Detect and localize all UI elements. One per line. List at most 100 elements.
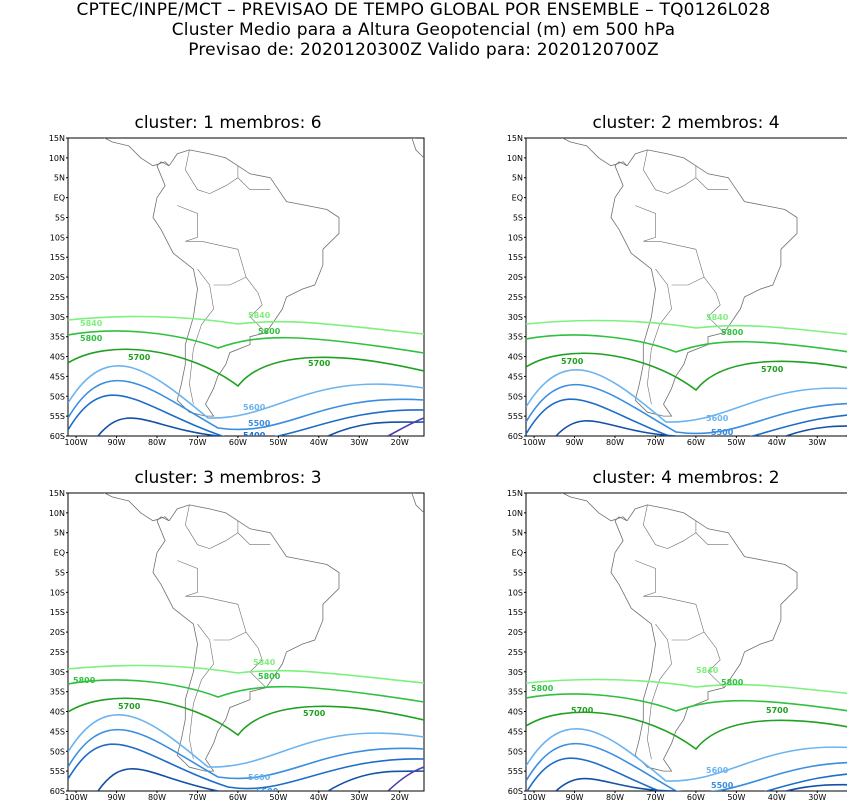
- lon-tick-label: 100W: [64, 793, 87, 802]
- country-border: [177, 560, 202, 597]
- coastline-central-america: [561, 138, 628, 167]
- country-border: [635, 205, 660, 242]
- lon-tick-label: 60W: [229, 438, 247, 447]
- lon-tick-label: 80W: [606, 793, 624, 802]
- lon-tick-label: 90W: [565, 793, 583, 802]
- lon-tick-label: 40W: [768, 438, 786, 447]
- lat-tick-label: 35S: [508, 688, 523, 697]
- contour-5200: [387, 766, 424, 791]
- contour-label: 5500: [711, 781, 734, 790]
- lon-tick-label: 30W: [350, 793, 368, 802]
- contour-5700: [68, 348, 424, 388]
- lon-tick-label: 30W: [808, 438, 826, 447]
- lat-tick-label: 10N: [49, 509, 65, 518]
- lon-tick-label: 80W: [148, 438, 166, 447]
- contour-label: 5700: [118, 702, 141, 711]
- contour-5700: [526, 352, 847, 392]
- coastline-africa: [411, 493, 424, 514]
- lon-tick-label: 60W: [687, 438, 705, 447]
- cluster-title: cluster: 3 membros: 3: [134, 468, 322, 488]
- lat-tick-label: 45S: [50, 727, 65, 736]
- contour-label: 5800: [258, 327, 281, 336]
- lat-tick-label: 5N: [512, 174, 523, 183]
- lat-tick-label: 55S: [50, 767, 65, 776]
- lon-tick-label: 90W: [107, 793, 125, 802]
- country-border: [647, 268, 672, 405]
- lon-tick-label: 70W: [188, 438, 206, 447]
- lat-tick-label: 55S: [50, 412, 65, 421]
- lat-tick-label: 5N: [54, 174, 65, 183]
- country-border: [237, 165, 271, 191]
- contour-label: 5500: [256, 787, 279, 796]
- lat-tick-label: 5S: [55, 568, 65, 577]
- lon-tick-label: 100W: [522, 793, 545, 802]
- lon-tick-label: 100W: [522, 438, 545, 447]
- coastline-south-america: [610, 149, 798, 417]
- country-border: [189, 268, 214, 405]
- country-border: [659, 596, 705, 641]
- lat-tick-label: EQ: [512, 194, 523, 203]
- coastline-central-america: [103, 493, 170, 522]
- contour-5600: [526, 728, 847, 782]
- contour-5500: [526, 383, 847, 435]
- contour-5300: [555, 777, 847, 791]
- contour-5500: [68, 728, 424, 780]
- lat-tick-label: 10N: [507, 154, 523, 163]
- lat-tick-label: 25S: [50, 293, 65, 302]
- lat-tick-label: 30S: [508, 668, 523, 677]
- country-border: [184, 504, 210, 549]
- lat-tick-label: 20S: [508, 273, 523, 282]
- lat-tick-label: 15N: [507, 489, 523, 498]
- lat-tick-label: 35S: [508, 333, 523, 342]
- contour-5700: [68, 697, 424, 737]
- contour-label: 5800: [721, 328, 744, 337]
- lat-tick-label: 35S: [50, 688, 65, 697]
- map-frame: [525, 137, 847, 437]
- contour-label: 5600: [706, 414, 729, 423]
- contour-label: 5600: [243, 403, 266, 412]
- map-frame: [525, 492, 847, 792]
- lat-tick-label: 15S: [508, 253, 523, 262]
- lon-tick-label: 40W: [310, 793, 328, 802]
- contour-label: 5800: [258, 672, 281, 681]
- coastline-africa: [411, 138, 424, 159]
- contour-5300: [555, 420, 847, 436]
- lon-tick-label: 50W: [269, 438, 287, 447]
- lon-tick-label: 100W: [64, 438, 87, 447]
- lat-tick-label: 10S: [50, 588, 65, 597]
- contour-label: 5700: [761, 365, 784, 374]
- lat-tick-label: 10S: [508, 588, 523, 597]
- lat-tick-label: 40S: [50, 353, 65, 362]
- lat-tick-label: 40S: [508, 353, 523, 362]
- country-border: [635, 560, 660, 597]
- lat-tick-label: 45S: [50, 372, 65, 381]
- lat-tick-label: 15S: [50, 608, 65, 617]
- contour-label: 5600: [248, 773, 271, 782]
- country-border: [647, 623, 672, 760]
- lon-tick-label: 30W: [808, 793, 826, 802]
- lat-tick-label: 15N: [49, 489, 65, 498]
- lat-tick-label: EQ: [54, 194, 65, 203]
- cluster-panel-2: cluster: 2 membros: 4 5840 5800 5700 5700 560…: [486, 113, 847, 447]
- lat-tick-label: 50S: [508, 747, 523, 756]
- lat-tick-label: 45S: [508, 372, 523, 381]
- lon-tick-label: 50W: [269, 793, 287, 802]
- contour-5400: [68, 743, 424, 790]
- lat-tick-label: 35S: [50, 333, 65, 342]
- contour-5700: [526, 711, 847, 751]
- coastline-central-america: [103, 138, 170, 167]
- lat-tick-label: 15N: [49, 134, 65, 143]
- contour-5800: [526, 693, 847, 712]
- lat-tick-label: 25S: [508, 293, 523, 302]
- contour-5840: [68, 664, 424, 684]
- header-line-3: Previsao de: 2020120300Z Valido para: 20…: [188, 40, 659, 60]
- lat-tick-label: 60S: [50, 432, 65, 441]
- lat-tick-label: 15S: [508, 608, 523, 617]
- lon-tick-label: 40W: [768, 793, 786, 802]
- contour-label: 5600: [706, 766, 729, 775]
- contour-label: 5700: [561, 357, 584, 366]
- lat-tick-label: 5N: [54, 529, 65, 538]
- lon-tick-label: 60W: [229, 793, 247, 802]
- country-border: [184, 149, 210, 194]
- lat-tick-label: 40S: [50, 708, 65, 717]
